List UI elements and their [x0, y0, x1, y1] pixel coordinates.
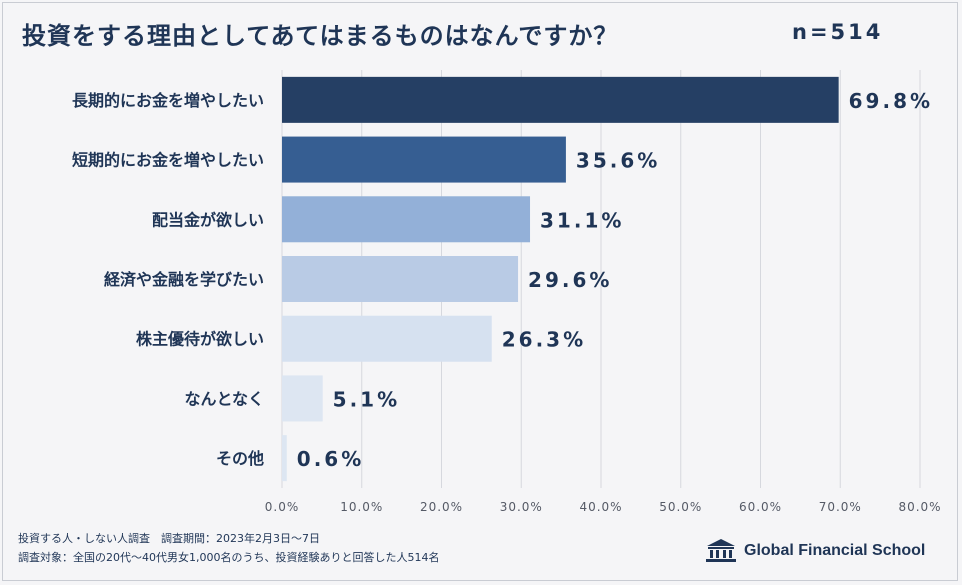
brand-name: Global Financial School: [744, 542, 926, 559]
bar: [282, 196, 531, 243]
bar: [282, 76, 839, 123]
bar: [282, 375, 323, 422]
brand-logo: Global Financial School: [704, 538, 925, 564]
survey-period-note: 投資する人・しない人調査 調査期間：2023年2月3日〜7日: [18, 532, 320, 545]
category-label: 配当金が欲しい: [152, 210, 264, 229]
category-label: 長期的にお金を増やしたい: [72, 91, 264, 110]
category-label: 経済や金融を学びたい: [104, 270, 264, 289]
x-tick-label: 30.0%: [500, 500, 543, 514]
bar: [282, 435, 287, 482]
data-label: 0.6%: [297, 447, 364, 471]
data-label: 26.3%: [502, 328, 586, 352]
bar: [282, 315, 492, 362]
school-building-icon: [706, 539, 736, 562]
bar: [282, 256, 519, 302]
x-tick-label: 20.0%: [420, 500, 463, 514]
data-label: 29.6%: [528, 268, 612, 292]
x-tick-label: 10.0%: [340, 500, 383, 514]
survey-target-note: 調査対象：全国の20代〜40代男女1,000名のうち、投資経験ありと回答した人5…: [18, 551, 440, 564]
x-tick-label: 40.0%: [579, 500, 622, 514]
category-label: その他: [216, 449, 264, 468]
category-label: 短期的にお金を増やしたい: [72, 151, 264, 170]
bar: [282, 136, 566, 183]
category-label: なんとなく: [184, 389, 264, 408]
sample-size: n=514: [792, 20, 884, 44]
x-tick-label: 50.0%: [659, 500, 702, 514]
x-tick-label: 0.0%: [265, 500, 300, 514]
data-label: 31.1%: [540, 208, 624, 232]
x-tick-label: 60.0%: [739, 500, 782, 514]
data-label: 35.6%: [576, 149, 660, 173]
x-tick-label: 70.0%: [819, 500, 862, 514]
x-tick-label: 80.0%: [898, 500, 941, 514]
chart-title: 投資をする理由としてあてはまるものはなんですか？: [22, 22, 619, 50]
category-label: 株主優待が欲しい: [136, 330, 264, 349]
data-label: 69.8%: [849, 89, 933, 113]
data-label: 5.1%: [333, 387, 400, 411]
